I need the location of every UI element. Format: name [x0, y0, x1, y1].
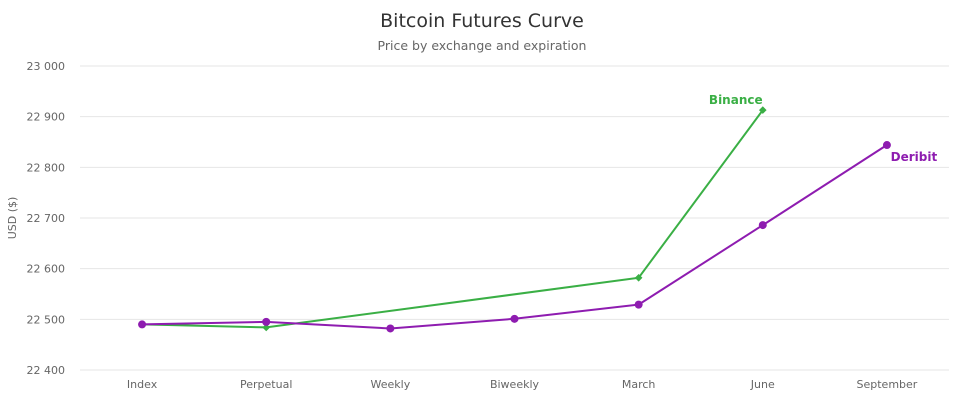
series-label-deribit: Deribit: [891, 150, 938, 164]
data-point-deribit: [138, 320, 147, 329]
y-tick-label: 22 500: [27, 313, 66, 326]
data-point-binance: [758, 106, 767, 114]
series-line-deribit: [142, 144, 888, 330]
x-tick-label: Weekly: [371, 378, 411, 391]
y-tick-label: 22 700: [27, 212, 66, 225]
data-point-deribit: [882, 141, 891, 150]
chart-title: Bitcoin Futures Curve: [380, 10, 584, 32]
data-point-deribit: [634, 300, 643, 309]
series-line-binance: [142, 109, 764, 329]
y-tick-label: 22 900: [27, 111, 66, 124]
y-axis-label: USD ($): [6, 197, 19, 240]
y-tick-label: 22 800: [27, 161, 66, 174]
data-point-deribit: [262, 317, 271, 326]
y-tick-label: 23 000: [27, 60, 66, 73]
x-tick-label: June: [750, 378, 775, 391]
chart-subtitle: Price by exchange and expiration: [377, 38, 587, 53]
data-point-deribit: [510, 314, 519, 323]
data-point-binance: [634, 273, 643, 282]
y-tick-label: 22 600: [27, 263, 66, 276]
series-label-binance: Binance: [709, 93, 763, 107]
x-tick-label: March: [622, 378, 656, 391]
x-tick-label: Perpetual: [240, 378, 292, 391]
data-point-deribit: [758, 221, 767, 230]
x-tick-label: Biweekly: [490, 378, 540, 391]
data-point-binance: [262, 323, 271, 332]
y-tick-label: 22 400: [27, 364, 66, 377]
data-point-deribit: [386, 324, 395, 333]
x-tick-label: September: [857, 378, 918, 391]
x-tick-label: Index: [127, 378, 158, 391]
